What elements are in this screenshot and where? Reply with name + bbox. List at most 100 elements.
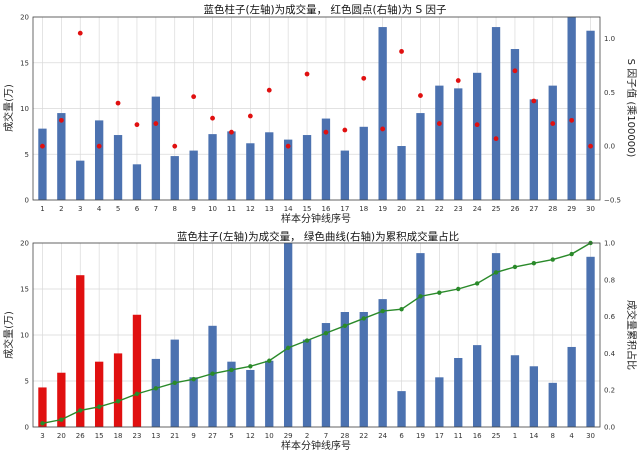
line-point bbox=[474, 281, 480, 286]
bar bbox=[548, 85, 557, 200]
y-tick-label: 15 bbox=[20, 59, 29, 67]
bar bbox=[586, 30, 595, 200]
scatter-point bbox=[588, 143, 593, 149]
y-tick-label: 0 bbox=[25, 424, 29, 432]
x-tick-label: 11 bbox=[227, 205, 236, 213]
x-tick-label: 4 bbox=[97, 205, 102, 213]
line-point bbox=[172, 380, 177, 386]
bar bbox=[491, 253, 501, 427]
x-tick-label: 6 bbox=[399, 432, 404, 440]
line-point bbox=[267, 358, 272, 363]
line-point bbox=[512, 264, 518, 270]
bar bbox=[208, 134, 217, 200]
bar bbox=[283, 139, 293, 200]
scatter-point bbox=[247, 113, 253, 119]
x-tick-label: 3 bbox=[40, 432, 44, 440]
bar bbox=[567, 346, 576, 427]
x-tick-label: 15 bbox=[303, 205, 312, 213]
bar bbox=[397, 391, 406, 427]
x-tick-label: 6 bbox=[135, 205, 140, 213]
line-point bbox=[323, 330, 329, 336]
x-tick-label: 26 bbox=[510, 205, 519, 213]
y2-tick-label: 0.4 bbox=[604, 350, 616, 358]
x-tick-label: 29 bbox=[567, 205, 576, 213]
bar bbox=[57, 113, 66, 200]
x-tick-label: 13 bbox=[265, 205, 274, 213]
x-tick-label: 5 bbox=[116, 205, 120, 213]
chart-1-dots bbox=[40, 30, 593, 149]
x-tick-label: 27 bbox=[529, 205, 538, 213]
bar bbox=[265, 132, 274, 200]
line-point bbox=[550, 257, 555, 262]
line-point bbox=[456, 286, 461, 292]
y-tick-label: 10 bbox=[20, 332, 29, 340]
scatter-point bbox=[115, 100, 121, 106]
y2-tick-label: 1.0 bbox=[604, 35, 615, 43]
y2-tick-label: −0.5 bbox=[604, 197, 621, 205]
chart-1-frame bbox=[32, 16, 601, 201]
x-tick-label: 21 bbox=[170, 432, 179, 440]
scatter-point bbox=[266, 87, 272, 93]
chart-2-ylabel: 成交量(万) bbox=[2, 311, 15, 359]
bar bbox=[189, 377, 198, 427]
bar bbox=[227, 131, 236, 200]
line-point bbox=[399, 307, 404, 312]
x-tick-label: 1 bbox=[40, 205, 44, 213]
x-tick-label: 2 bbox=[305, 432, 309, 440]
bar bbox=[246, 143, 255, 200]
x-tick-label: 23 bbox=[454, 205, 463, 213]
x-tick-label: 26 bbox=[76, 432, 85, 440]
x-tick-label: 9 bbox=[191, 432, 195, 440]
chart-2-xlabel: 样本分钟线序号 bbox=[281, 439, 351, 452]
bar bbox=[472, 345, 482, 427]
line-point bbox=[40, 421, 45, 426]
scatter-point bbox=[304, 71, 310, 77]
chart-1-y-ticks: 0 5 10 15 20 bbox=[20, 14, 29, 205]
chart-2-y2-ticks: 0.0 0.2 0.4 0.6 0.8 1.0 bbox=[604, 240, 616, 432]
scatter-point bbox=[323, 129, 329, 135]
y-tick-label: 5 bbox=[25, 378, 29, 386]
chart-1-title: 蓝色柱子(左轴)为成交量， 红色圆点(右轴)为 S 因子 bbox=[203, 3, 446, 16]
x-tick-label: 21 bbox=[416, 205, 425, 213]
x-tick-label: 7 bbox=[154, 205, 158, 213]
x-tick-label: 25 bbox=[492, 205, 501, 213]
line-point bbox=[134, 391, 140, 397]
x-tick-label: 18 bbox=[359, 205, 368, 213]
bar bbox=[548, 382, 557, 427]
x-tick-label: 17 bbox=[340, 205, 349, 213]
scatter-point bbox=[210, 115, 215, 121]
scatter-point bbox=[380, 126, 386, 132]
chart-2: 蓝色柱子(左轴)为成交量， 绿色曲线(右轴)为累积成交量占比 05101520 … bbox=[2, 230, 638, 452]
bar bbox=[435, 377, 444, 427]
bar bbox=[265, 360, 274, 427]
x-tick-label: 19 bbox=[378, 205, 387, 213]
chart-2-x-ticks: 3 20 26 15 18 23 13 21 9 27 5 12 10 29 2 7 28 22 24 6 19 17 11… bbox=[40, 432, 595, 440]
scatter-point bbox=[172, 143, 178, 149]
cumulative-line bbox=[42, 242, 591, 425]
x-tick-label: 4 bbox=[569, 432, 574, 440]
y-tick-label: 20 bbox=[20, 14, 29, 22]
y-tick-label: 15 bbox=[20, 286, 29, 294]
y2-tick-label: 0.0 bbox=[604, 424, 615, 432]
x-tick-label: 7 bbox=[324, 432, 328, 440]
line-point bbox=[229, 367, 234, 373]
x-tick-label: 25 bbox=[492, 432, 501, 440]
line-point bbox=[96, 404, 102, 409]
bar bbox=[416, 113, 425, 200]
x-tick-label: 22 bbox=[359, 432, 368, 440]
x-tick-label: 15 bbox=[95, 432, 104, 440]
line-point bbox=[493, 270, 499, 275]
line-point bbox=[153, 386, 159, 391]
bar bbox=[416, 253, 425, 427]
bar bbox=[94, 120, 104, 200]
x-tick-label: 13 bbox=[151, 432, 160, 440]
scatter-point bbox=[134, 122, 140, 128]
x-tick-label: 11 bbox=[454, 432, 463, 440]
bar bbox=[510, 49, 520, 201]
line-point bbox=[380, 308, 385, 314]
scatter-point bbox=[550, 121, 556, 126]
bar bbox=[567, 17, 576, 200]
chart-2-y2label: 成交量累积占比 bbox=[625, 300, 638, 370]
